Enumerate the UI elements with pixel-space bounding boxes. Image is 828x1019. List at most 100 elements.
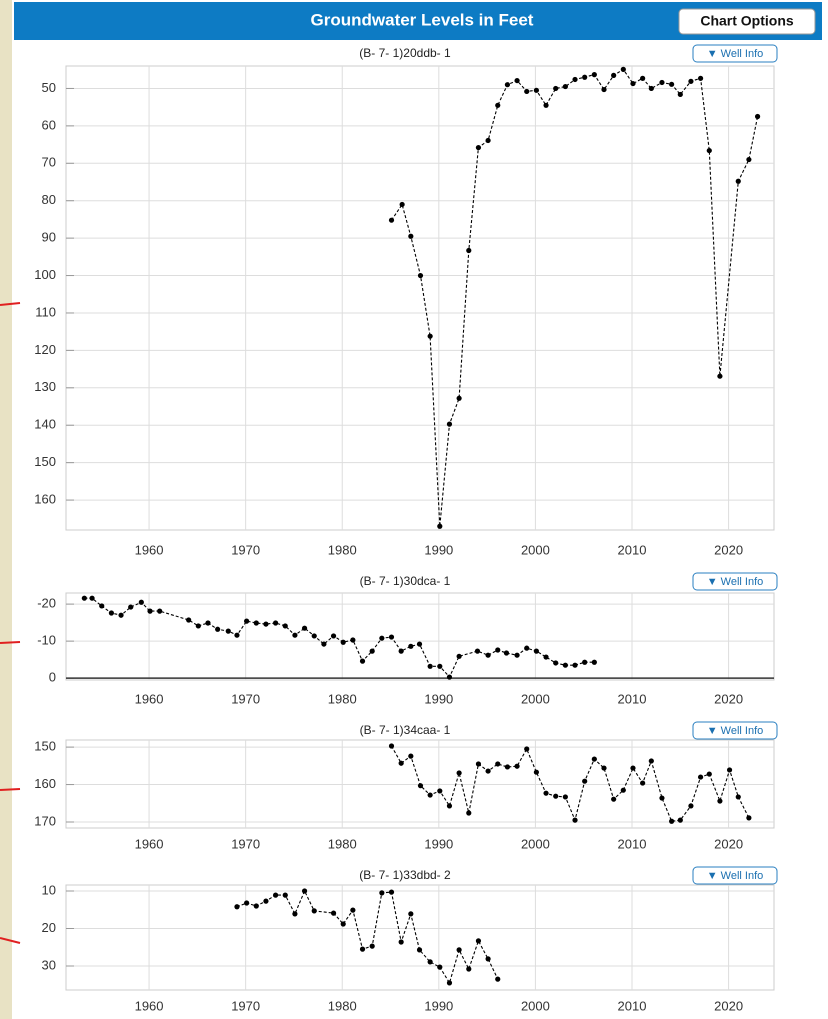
plot-area [65, 65, 775, 531]
x-tick-label: 1960 [135, 836, 164, 851]
y-tick-label: -20 [37, 596, 56, 611]
data-point [514, 763, 520, 769]
data-point [620, 787, 626, 793]
y-tick-label: 10 [42, 882, 56, 897]
data-point [495, 647, 501, 653]
data-point [244, 900, 250, 906]
data-point [89, 595, 95, 601]
x-tick-label: 2000 [521, 691, 550, 706]
chart-title: (B- 7- 1)20ddb- 1 [359, 46, 451, 60]
y-tick-label: 80 [42, 192, 56, 207]
well-info-label[interactable]: ▼ Well Info [707, 576, 764, 588]
data-point [369, 648, 375, 654]
data-point [446, 803, 453, 809]
data-point [620, 66, 626, 72]
x-tick-label: 1980 [328, 542, 357, 557]
data-point [475, 144, 482, 151]
data-point [746, 815, 752, 821]
y-tick-label: 170 [34, 813, 56, 828]
data-point [81, 595, 87, 601]
data-point [572, 817, 578, 823]
data-point [282, 623, 288, 629]
data-point [514, 77, 520, 84]
data-point [611, 796, 617, 802]
data-point [99, 603, 105, 609]
data-point [399, 201, 405, 208]
data-point [292, 911, 298, 917]
chart-options-label[interactable]: Chart Options [700, 13, 794, 29]
data-point [408, 643, 414, 649]
y-tick-label: 160 [34, 492, 56, 507]
data-point [359, 946, 366, 952]
well-info-button[interactable] [692, 866, 778, 885]
x-tick-label: 1990 [424, 691, 453, 706]
x-tick-label: 2000 [521, 542, 550, 557]
data-point [408, 911, 414, 917]
data-point [630, 80, 636, 87]
well-info-button[interactable] [692, 721, 778, 740]
data-point [379, 635, 385, 641]
well-info-button[interactable] [692, 44, 778, 63]
data-point [677, 817, 683, 823]
data-point [562, 83, 568, 90]
data-point [234, 632, 240, 638]
data-point [388, 743, 395, 749]
side-strip [0, 0, 12, 1019]
data-point [466, 966, 472, 972]
data-point [735, 794, 741, 800]
y-tick-label: 160 [34, 776, 56, 791]
data-point [282, 892, 288, 898]
well-info-label[interactable]: ▼ Well Info [707, 48, 764, 60]
x-tick-label: 2000 [521, 836, 550, 851]
y-tick-label: 20 [42, 920, 56, 935]
data-point [524, 88, 530, 95]
data-point [706, 771, 712, 777]
data-point [272, 620, 279, 626]
data-point [640, 780, 646, 786]
data-point [601, 86, 607, 93]
data-point [186, 617, 192, 623]
well-info-label[interactable]: ▼ Well Info [707, 870, 764, 882]
data-point [591, 72, 597, 78]
x-tick-label: 2010 [618, 691, 647, 706]
data-point [388, 634, 395, 640]
data-point [553, 660, 559, 666]
x-tick-label: 2010 [618, 998, 647, 1013]
data-point [301, 625, 308, 631]
y-tick-label: 130 [34, 379, 56, 394]
data-point [669, 81, 675, 87]
y-tick-label: 100 [34, 267, 56, 282]
data-point [533, 648, 539, 654]
data-point [485, 137, 491, 144]
well-info-label[interactable]: ▼ Well Info [707, 725, 764, 737]
well-info-button[interactable] [692, 572, 778, 591]
y-tick-label: 70 [42, 155, 56, 170]
x-tick-label: 2000 [521, 998, 550, 1013]
data-point [128, 604, 134, 610]
data-point [495, 102, 501, 108]
data-point [244, 618, 250, 624]
chart-options-button[interactable] [678, 8, 816, 35]
data-point [640, 75, 646, 81]
data-point [543, 102, 549, 108]
x-tick-label: 1960 [135, 542, 164, 557]
data-line [391, 745, 750, 822]
data-point [582, 778, 588, 784]
x-tick-label: 1970 [231, 998, 260, 1013]
data-point [330, 910, 337, 916]
data-point [195, 623, 201, 629]
data-point [456, 653, 462, 659]
data-point [582, 659, 588, 665]
data-point [717, 373, 723, 379]
data-point [215, 626, 221, 632]
data-point [475, 938, 482, 944]
y-tick-label: 0 [49, 670, 56, 685]
data-point [504, 764, 511, 770]
x-tick-label: 1960 [135, 691, 164, 706]
data-point [669, 818, 675, 824]
data-point [369, 943, 375, 949]
side-marker [0, 937, 21, 944]
y-tick-label: -10 [37, 633, 56, 648]
x-tick-label: 1980 [328, 998, 357, 1013]
